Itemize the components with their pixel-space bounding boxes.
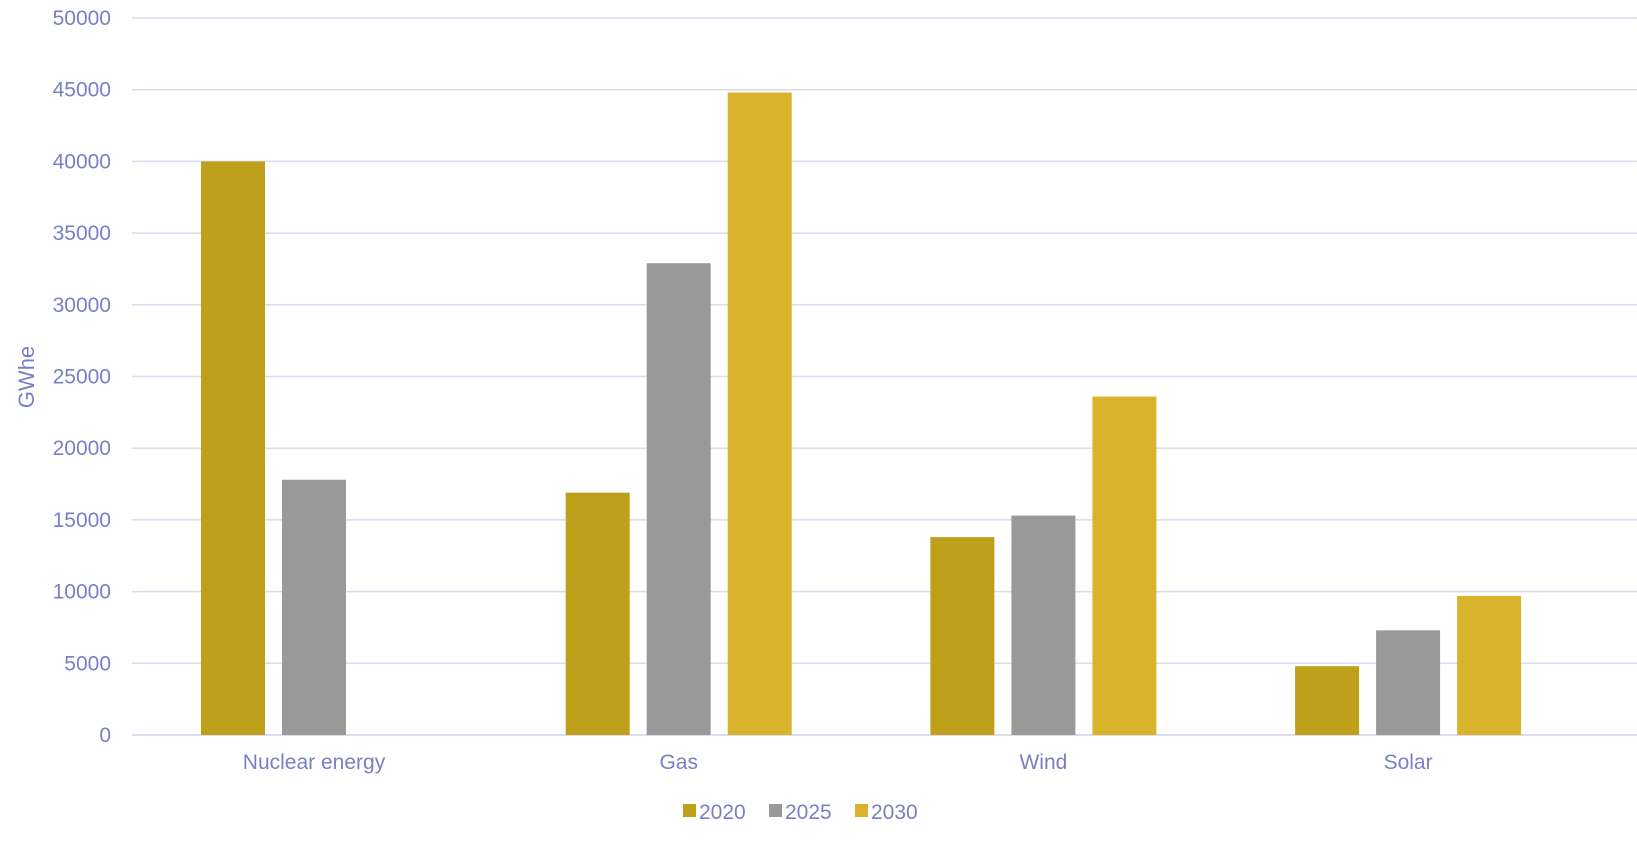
bar-2020-solar [1295,666,1360,735]
bar-2025-wind [1011,515,1076,735]
bar-2025-solar [1376,630,1441,735]
bar-2020-nuclear-energy [201,161,265,735]
y-tick-label: 15000 [53,509,111,532]
bar-2030-gas [727,92,792,736]
y-tick-label: 20000 [53,437,111,460]
legend: 2020 2025 2030 [683,801,918,824]
y-tick-label: 10000 [53,581,111,604]
y-tick-label: 50000 [53,7,111,30]
y-tick-label: 45000 [53,79,111,102]
legend-swatch-2025 [769,804,782,817]
y-tick-label: 30000 [53,294,111,317]
y-tick-label: 35000 [53,222,111,245]
bar-2025-gas [646,263,711,735]
x-tick-label: Wind [1019,751,1067,774]
bar-2020-wind [930,537,995,735]
legend-label-2020: 2020 [699,801,746,824]
legend-swatch-2020 [683,804,696,817]
y-axis-label: GWhe [14,346,39,408]
legend-swatch-2030 [855,804,868,817]
legend-label-2030: 2030 [871,801,918,824]
y-tick-label: 0 [99,724,111,747]
x-axis-ticks: Nuclear energy Gas Wind Solar [243,751,1433,774]
y-axis-ticks: 0 5000 10000 15000 20000 25000 30000 35000 40000… [53,7,111,747]
legend-label-2025: 2025 [785,801,832,824]
bar-2030-wind [1092,396,1157,735]
y-tick-label: 40000 [53,150,111,173]
y-tick-label: 5000 [64,652,111,675]
x-tick-label: Nuclear energy [243,751,386,774]
bar-2025-nuclear-energy [282,479,346,735]
gridlines [132,17,1637,736]
x-tick-label: Solar [1384,751,1433,774]
bars [201,92,1522,736]
bar-2030-solar [1457,595,1522,735]
x-tick-label: Gas [659,751,698,774]
y-tick-label: 25000 [53,366,111,389]
bar-2020-gas [565,492,630,735]
